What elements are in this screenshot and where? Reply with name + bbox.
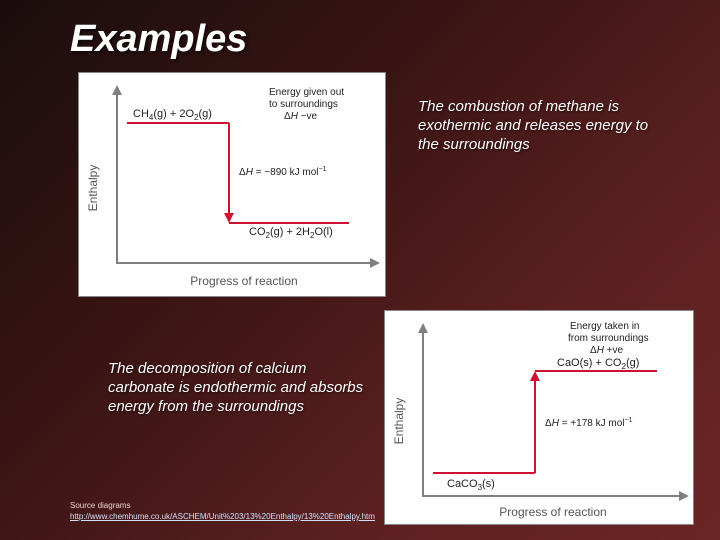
energy-text-2: from surroundings	[568, 333, 649, 344]
x-arrowhead	[370, 258, 380, 268]
energy-text-1: Energy taken in	[570, 321, 640, 332]
delta-h-label: ΔH = +178 kJ mol−1	[545, 417, 633, 429]
energy-text-3: ΔH +ve	[590, 345, 624, 356]
source-link[interactable]: http://www.chemhume.co.uk/ASCHEM/Unit%20…	[70, 512, 375, 521]
diagram-endothermic: CaCO3(s) CaO(s) + CO2(g) ΔH = +178 kJ mo…	[384, 310, 694, 525]
energy-text-2: to surroundings	[269, 99, 338, 110]
source-label: Source diagrams	[70, 501, 130, 510]
products-label: CaO(s) + CO2(g)	[557, 357, 639, 371]
source-credit: Source diagrams http://www.chemhume.co.u…	[70, 501, 375, 522]
x-arrowhead	[679, 491, 689, 501]
x-axis-label: Progress of reaction	[499, 505, 606, 519]
page-title: Examples	[70, 18, 247, 61]
caption-exothermic: The combustion of methane is exothermic …	[418, 98, 668, 154]
axes	[423, 329, 683, 496]
energy-text-3: ΔH −ve	[284, 111, 318, 122]
y-axis-label: Enthalpy	[392, 398, 406, 445]
y-arrowhead	[418, 323, 428, 333]
x-axis-label: Progress of reaction	[190, 274, 297, 288]
enthalpy-arrowhead	[530, 371, 540, 381]
caption-endothermic: The decomposition of calcium carbonate i…	[108, 360, 368, 416]
products-label: CO2(g) + 2H2O(l)	[249, 226, 333, 240]
y-axis-label: Enthalpy	[86, 165, 100, 212]
reactants-label: CaCO3(s)	[447, 478, 495, 492]
diagram-exothermic: CH4(g) + 2O2(g) CO2(g) + 2H2O(l) ΔH = −8…	[78, 72, 386, 297]
reactants-label: CH4(g) + 2O2(g)	[133, 108, 212, 122]
y-arrowhead	[112, 85, 122, 95]
enthalpy-arrowhead	[224, 213, 234, 223]
energy-text-1: Energy given out	[269, 87, 344, 98]
delta-h-label: ΔH = −890 kJ mol−1	[239, 166, 327, 178]
